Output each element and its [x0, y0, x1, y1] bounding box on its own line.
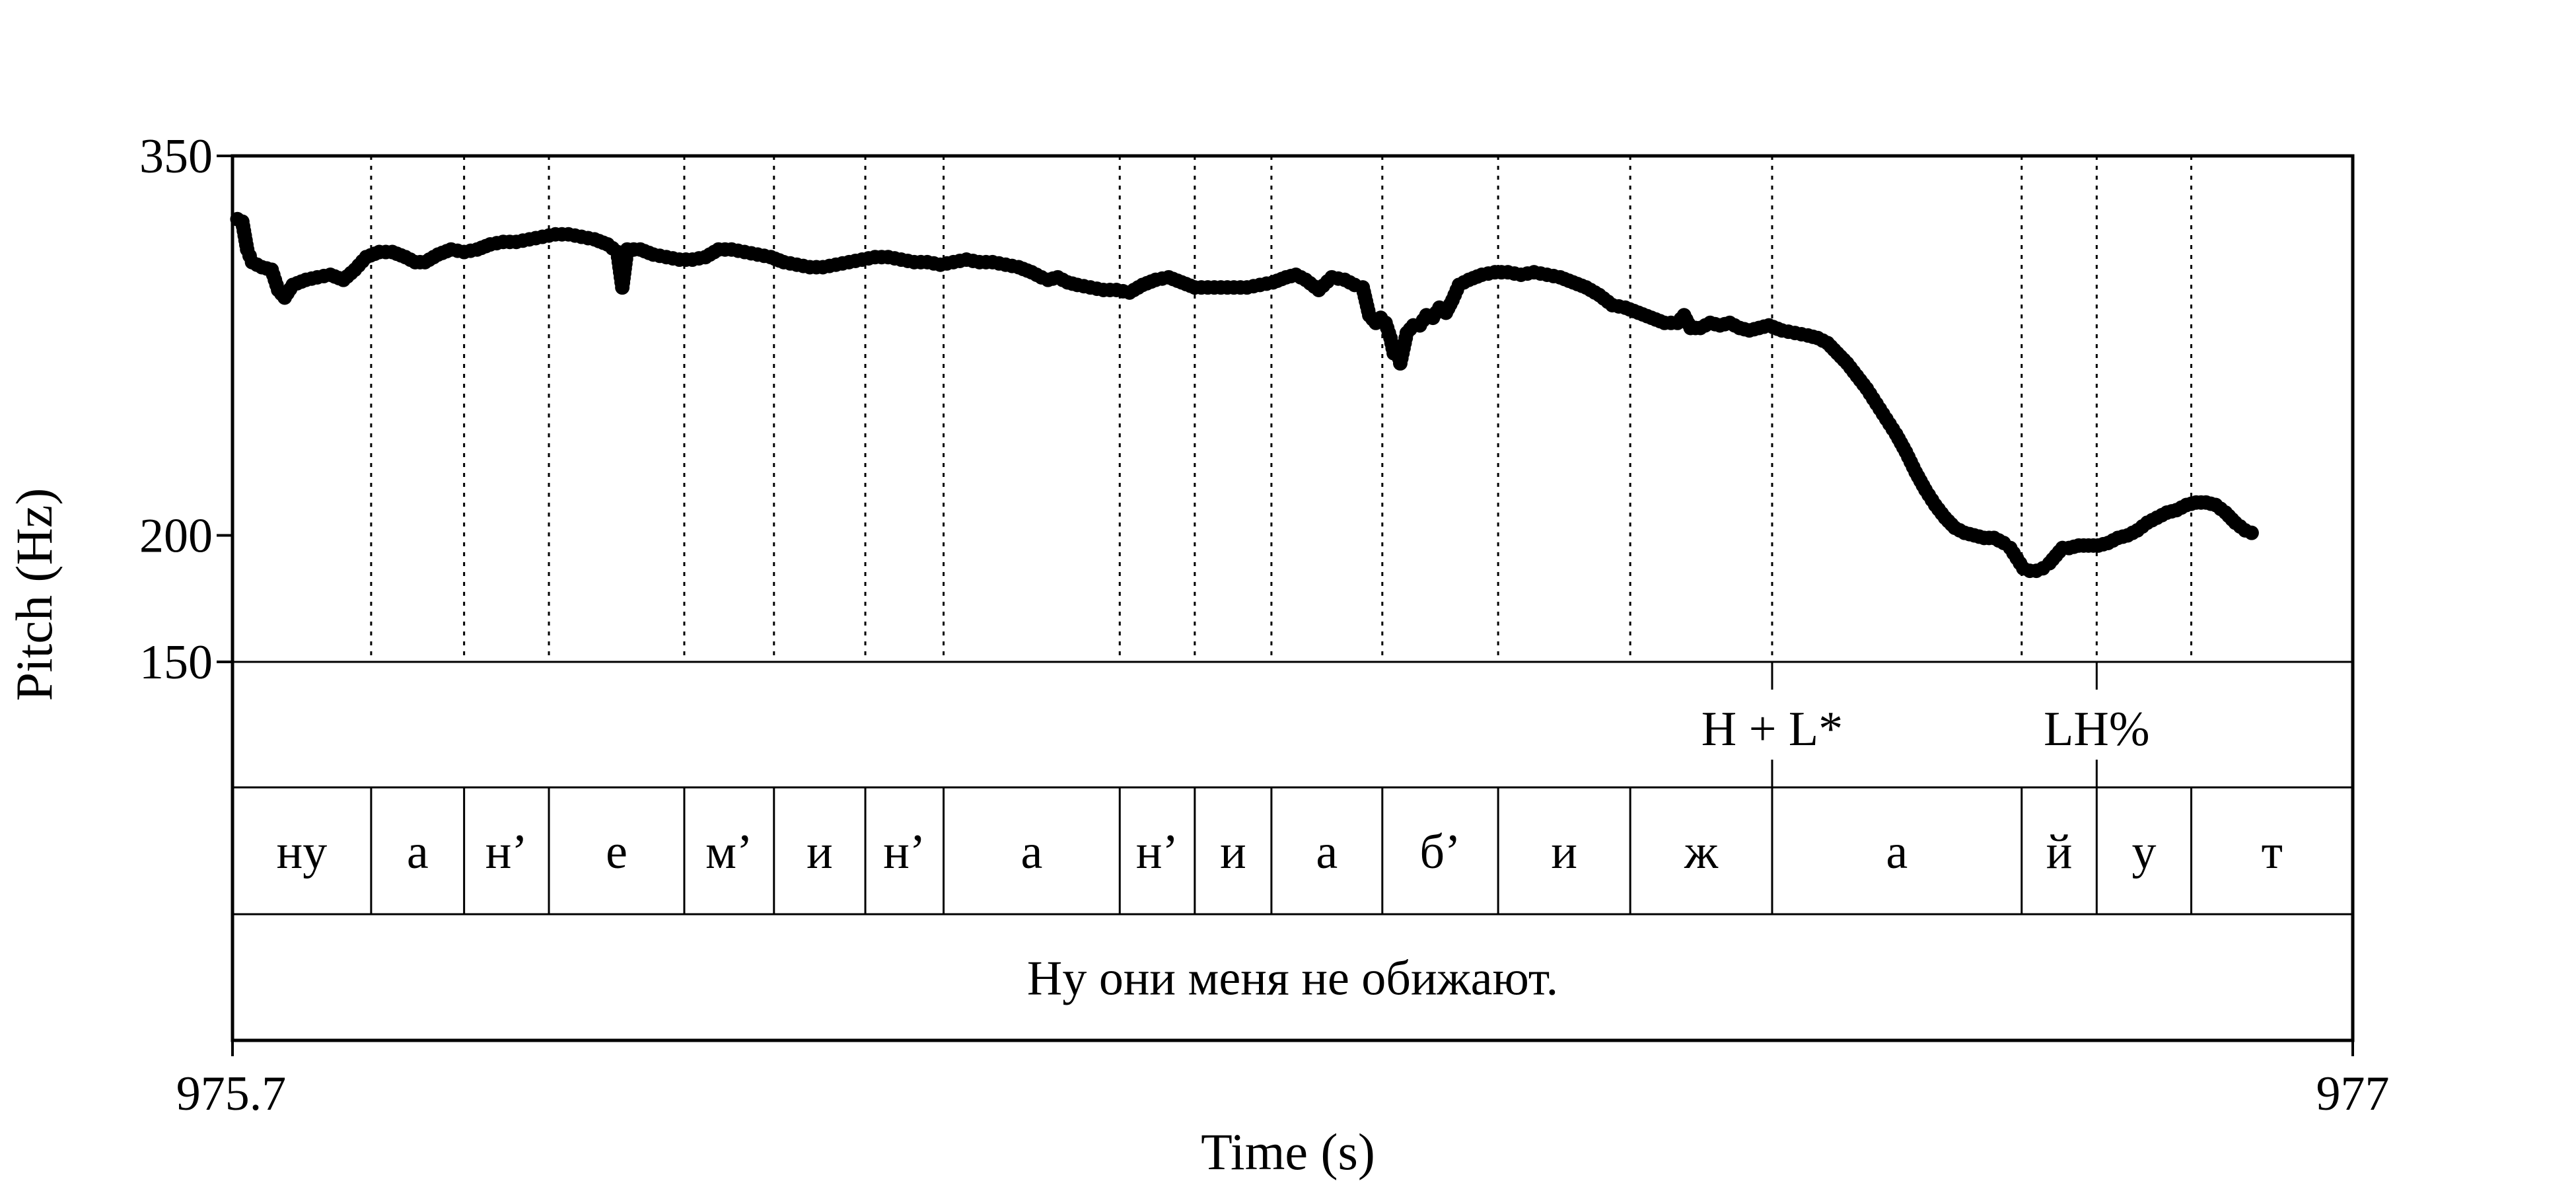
segment-label: а [1020, 825, 1042, 879]
segment-label: н’ [1136, 825, 1178, 879]
x-axis-label: Time (s) [1201, 1123, 1375, 1180]
y-tick-label: 150 [139, 635, 213, 690]
segment-label: а [407, 825, 429, 879]
segment-label: е [606, 825, 627, 879]
sentence-text: Ну они меня не обижают. [1027, 952, 1558, 1006]
y-tick-label: 350 [139, 129, 213, 184]
plot-frame [231, 154, 2355, 1042]
y-tick-label: 200 [139, 509, 213, 563]
annotation-tiers: ну а н’ е м’ и н’ а н’ и а б’ и ж а й у т H + L* LH% Ну они … [277, 662, 2283, 1006]
x-tick-label-end: 977 [2316, 1067, 2390, 1121]
segment-label: а [1316, 825, 1338, 879]
axes: 350 200 150 [139, 129, 2355, 1056]
pitch-track [230, 211, 2259, 579]
y-axis-label: Pitch (Hz) [5, 488, 63, 702]
segment-label: ж [1684, 825, 1719, 879]
segment-label: й [2046, 825, 2073, 879]
tone-label: H + L* [1701, 702, 1843, 756]
tone-label: LH% [2044, 702, 2149, 756]
segment-boundaries [370, 156, 2193, 662]
segment-label: н’ [485, 825, 528, 879]
segment-label: и [1220, 825, 1246, 879]
segment-label: т [2262, 825, 2283, 879]
segment-label: у [2131, 825, 2156, 879]
x-tick-label-start: 975.7 [176, 1067, 287, 1121]
segment-label: ну [277, 825, 328, 879]
segment-label: н’ [883, 825, 925, 879]
segment-label: б’ [1419, 825, 1460, 879]
segment-label: и [806, 825, 833, 879]
segment-label: м’ [705, 825, 752, 879]
segment-label: а [1886, 825, 1908, 879]
segment-label: и [1551, 825, 1577, 879]
pitch-point [2244, 525, 2259, 540]
